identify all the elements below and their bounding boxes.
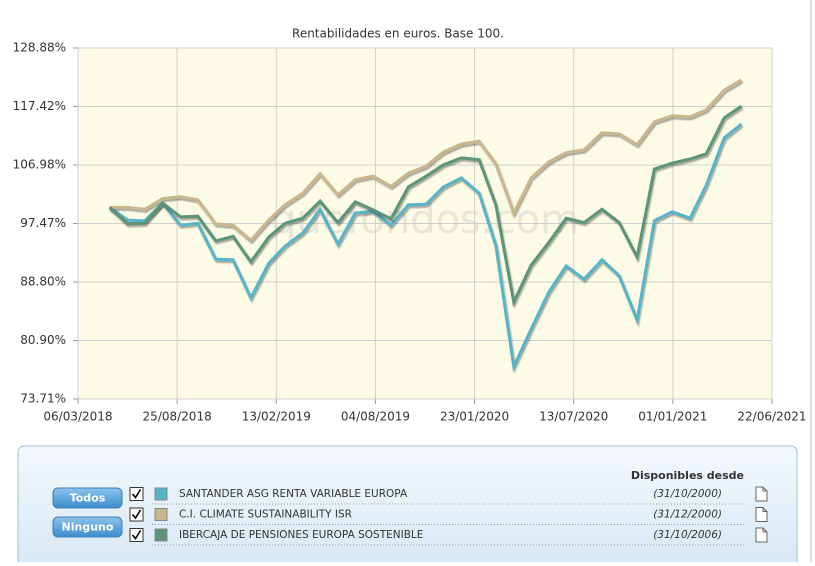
y-tick-label: 80.90% bbox=[20, 333, 66, 347]
checkbox[interactable] bbox=[129, 487, 144, 501]
x-tick-label: 25/08/2018 bbox=[143, 410, 212, 424]
series-line bbox=[109, 78, 743, 243]
since-date: (31/12/2000) bbox=[653, 509, 722, 521]
x-tick-label: 23/01/2020 bbox=[440, 410, 509, 424]
document-icon[interactable] bbox=[755, 527, 768, 543]
since-date: (31/10/2000) bbox=[653, 488, 722, 500]
y-tick-label: 117.42% bbox=[13, 99, 66, 113]
series-line bbox=[108, 122, 743, 372]
checkbox[interactable] bbox=[129, 507, 144, 522]
button[interactable] bbox=[52, 487, 123, 509]
x-tick-label: 13/02/2019 bbox=[242, 410, 311, 424]
legend-label: SANTANDER ASG RENTA VARIABLE EUROPA bbox=[179, 488, 408, 500]
x-tick-label: 06/03/2018 bbox=[43, 410, 112, 424]
legend-swatch bbox=[154, 528, 168, 542]
x-tick-label: 13/07/2020 bbox=[539, 410, 608, 424]
x-tick-label: 22/06/2021 bbox=[737, 410, 806, 424]
y-tick-label: 106.98% bbox=[13, 157, 66, 171]
since-date: (31/10/2006) bbox=[653, 529, 722, 541]
x-tick-label: 04/08/2019 bbox=[341, 410, 410, 424]
y-tick-label: 97.47% bbox=[20, 216, 66, 230]
legend-label: C.I. CLIMATE SUSTAINABILITY ISR bbox=[179, 509, 352, 521]
column-header: Disponibles desde bbox=[631, 469, 744, 482]
y-tick-label: 128.88% bbox=[13, 41, 66, 55]
checkmark bbox=[131, 509, 142, 520]
series-line bbox=[108, 104, 743, 307]
document-icon[interactable] bbox=[755, 507, 768, 522]
legend-label: IBERCAJA DE PENSIONES EUROPA SOSTENIBLE bbox=[179, 529, 423, 541]
legend-panel bbox=[17, 445, 798, 566]
legend-swatch bbox=[154, 487, 168, 501]
grid: 73.71% 80.90% 88.80% 97.47% 106.98% 117.42% 12… bbox=[13, 41, 807, 424]
x-tick-label: 01/01/2021 bbox=[638, 410, 707, 424]
chart-title: Rentabilidades en euros. Base 100. bbox=[292, 27, 504, 41]
legend-swatch bbox=[154, 508, 168, 521]
y-tick-label: 73.71% bbox=[20, 392, 66, 406]
panel-content: Todos Ninguno Disponibles desde SANTANDER A… bbox=[52, 469, 768, 546]
y-tick-label: 88.80% bbox=[20, 274, 66, 288]
button[interactable] bbox=[52, 516, 123, 538]
document-icon[interactable] bbox=[755, 486, 768, 502]
button-label[interactable]: Todos bbox=[70, 492, 106, 505]
button-label[interactable]: Ninguno bbox=[62, 521, 114, 534]
checkmark bbox=[131, 530, 142, 540]
checkbox[interactable] bbox=[129, 528, 144, 542]
lines bbox=[108, 78, 743, 372]
checkmark bbox=[131, 489, 142, 499]
